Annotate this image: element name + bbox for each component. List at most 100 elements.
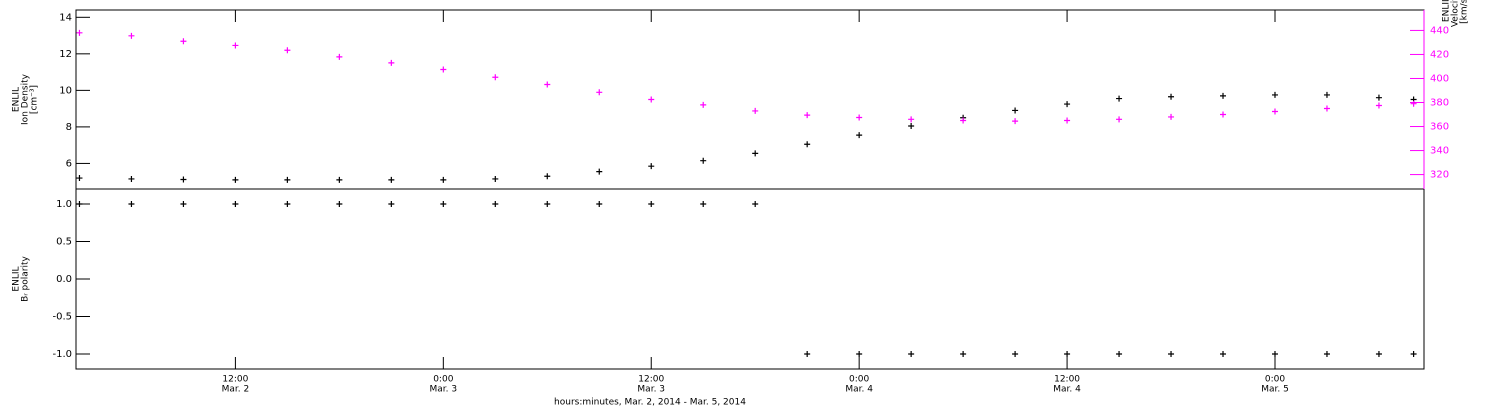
x-tick-label: 0:00	[849, 375, 869, 385]
data-point	[1220, 111, 1227, 118]
data-point	[1271, 91, 1278, 98]
data-point	[544, 173, 551, 180]
data-point	[1168, 113, 1175, 120]
data-point	[440, 201, 447, 207]
data-point	[128, 201, 135, 207]
data-point	[1064, 101, 1071, 108]
y2-axis-label: [km/s]	[1460, 0, 1470, 24]
data-point	[648, 201, 655, 207]
data-point	[1375, 94, 1382, 101]
data-point	[1323, 91, 1330, 98]
data-point	[1168, 351, 1175, 357]
y-axis-label: ENLIL	[12, 266, 22, 291]
x-tick-date: Mar. 4	[1053, 385, 1081, 395]
data-point	[1220, 92, 1227, 99]
data-point	[1168, 93, 1175, 100]
y-tick-label: 0.5	[56, 237, 72, 248]
data-point	[1064, 351, 1071, 357]
data-point	[336, 53, 343, 60]
y-tick-label: 14	[59, 12, 72, 23]
data-point	[440, 66, 447, 73]
data-point	[752, 150, 759, 157]
y-axis-label: [cm⁻³]	[30, 85, 40, 114]
y-axis-label: ENLIL	[12, 87, 22, 112]
data-point	[648, 96, 655, 103]
y-tick-label: 8	[66, 122, 72, 133]
y2-tick-label: 340	[1430, 146, 1449, 157]
data-point	[1323, 105, 1330, 112]
x-tick-date: Mar. 5	[1261, 385, 1289, 395]
data-point	[336, 201, 343, 207]
y-tick-label: 0.0	[56, 274, 72, 285]
data-point	[1116, 351, 1123, 357]
data-point	[232, 201, 239, 207]
x-tick-label: 12:00	[638, 375, 664, 385]
y-axis-label: Bᵣ polarity	[21, 255, 31, 301]
data-point	[492, 74, 499, 81]
x-tick-label: 12:00	[1054, 375, 1080, 385]
data-point	[1271, 351, 1278, 357]
y2-axis-label: Velocity	[1451, 0, 1461, 27]
y-tick-label: 10	[59, 85, 72, 96]
data-point	[804, 112, 811, 119]
data-point	[76, 175, 83, 182]
x-tick-date: Mar. 3	[637, 385, 665, 395]
y2-axis-label: ENLIL	[1442, 0, 1452, 22]
x-tick-date: Mar. 3	[430, 385, 458, 395]
y-tick-label: 1.0	[56, 199, 72, 210]
data-point	[804, 141, 811, 148]
data-point	[648, 163, 655, 170]
data-point	[440, 176, 447, 183]
x-tick-date: Mar. 4	[845, 385, 873, 395]
data-point	[1116, 95, 1123, 102]
data-point	[232, 42, 239, 49]
data-point	[856, 114, 863, 121]
data-point	[908, 351, 915, 357]
data-point	[908, 116, 915, 123]
data-point	[596, 201, 603, 207]
data-point	[492, 201, 499, 207]
data-point	[336, 176, 343, 183]
data-point	[180, 38, 187, 45]
y2-tick-label: 400	[1430, 73, 1449, 84]
y2-tick-label: 420	[1430, 49, 1449, 60]
data-point	[960, 351, 967, 357]
data-point	[232, 176, 239, 183]
data-point	[128, 175, 135, 182]
y2-tick-label: 360	[1430, 122, 1449, 133]
data-point	[284, 176, 291, 183]
data-point	[1064, 117, 1071, 124]
data-point	[388, 176, 395, 183]
data-point	[1410, 100, 1417, 107]
data-point	[804, 351, 811, 357]
data-point	[856, 351, 863, 357]
data-point	[284, 201, 291, 207]
data-point	[1323, 351, 1330, 357]
x-tick-label: 0:00	[433, 375, 453, 385]
data-point	[1220, 351, 1227, 357]
data-point	[76, 201, 83, 207]
data-point	[1271, 108, 1278, 115]
data-point	[1012, 118, 1019, 125]
data-point	[284, 47, 291, 54]
data-point	[1375, 351, 1382, 357]
y-tick-label: 12	[59, 49, 72, 60]
data-point	[1410, 351, 1417, 357]
data-point	[752, 201, 759, 207]
data-point	[388, 201, 395, 207]
data-point	[700, 101, 707, 108]
data-point	[596, 168, 603, 175]
data-point	[752, 107, 759, 114]
y-tick-label: 6	[66, 158, 72, 169]
data-point	[1375, 102, 1382, 109]
data-point	[128, 32, 135, 39]
x-tick-date: Mar. 2	[222, 385, 250, 395]
y2-tick-label: 380	[1430, 98, 1449, 109]
data-point	[700, 157, 707, 164]
data-point	[180, 201, 187, 207]
data-point	[388, 59, 395, 66]
y-axis-label: Ion Density	[21, 73, 31, 125]
data-point	[700, 201, 707, 207]
y2-tick-label: 440	[1430, 25, 1449, 36]
